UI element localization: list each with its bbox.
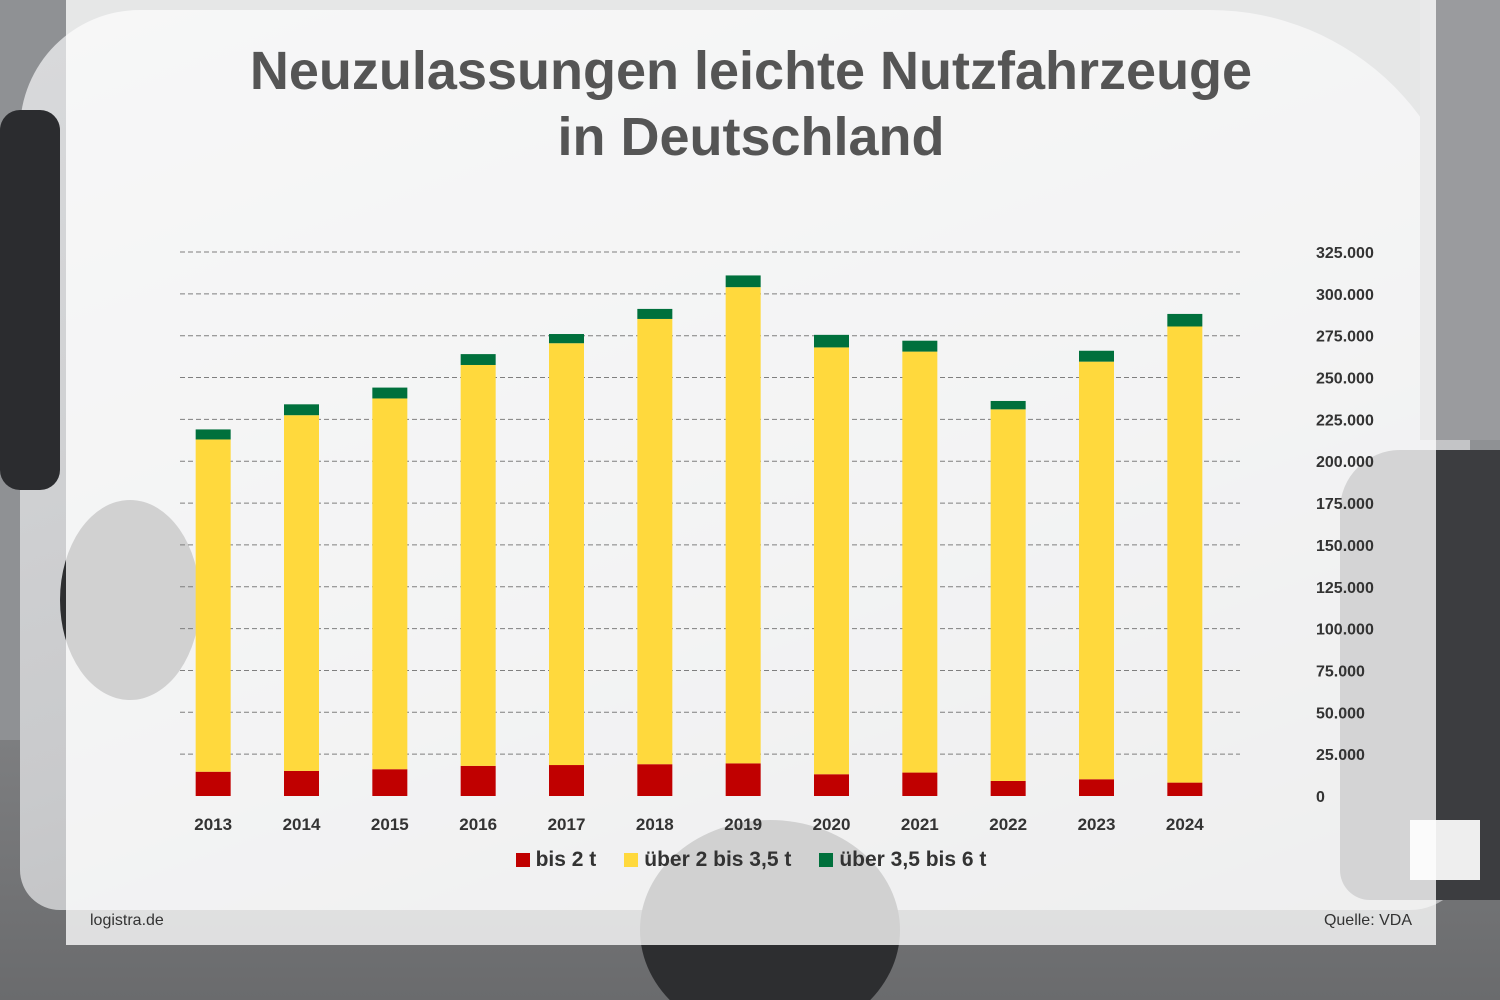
x-tick-label: 2015	[371, 815, 409, 834]
bar-segment-2015	[372, 387, 408, 399]
bar-segment-2022	[990, 400, 1026, 410]
bar-segment-2018	[637, 318, 673, 765]
legend-label: über 2 bis 3,5 t	[644, 848, 792, 871]
legend-label: über 3,5 bis 6 t	[839, 848, 987, 871]
title-line-1: Neuzulassungen leichte Nutzfahrzeuge	[249, 41, 1253, 101]
x-tick-label: 2018	[636, 815, 674, 834]
bar-segment-2023	[1079, 350, 1114, 362]
x-tick-label: 2016	[459, 815, 497, 834]
bar-segment-2013	[195, 771, 231, 796]
chart-panel: Neuzulassungen leichte Nutzfahrzeuge in …	[66, 0, 1436, 945]
bar-segment-2021	[902, 772, 938, 796]
chart-title: Neuzulassungen leichte Nutzfahrzeuge in …	[66, 38, 1436, 170]
bar-segment-2023	[1079, 779, 1114, 796]
bar-segment-2015	[372, 769, 408, 796]
legend-item-bis-2t: bis 2 t	[515, 848, 597, 872]
bar-segment-2013	[195, 439, 231, 772]
x-tick-label: 2013	[194, 815, 232, 834]
y-tick-label: 325.000	[1316, 245, 1374, 262]
bar-segment-2016	[460, 354, 496, 365]
bar-segment-2020	[814, 774, 849, 796]
x-tick-label: 2020	[813, 815, 851, 834]
bar-segment-2024	[1167, 313, 1203, 327]
x-tick-label: 2023	[1078, 815, 1116, 834]
y-tick-label: 75.000	[1316, 663, 1365, 680]
y-tick-label: 125.000	[1316, 580, 1374, 597]
legend-swatch-red	[515, 853, 530, 867]
bar-segment-2014	[284, 404, 319, 416]
bar-segment-2019	[725, 275, 761, 288]
legend: bis 2 t über 2 bis 3,5 t über 3,5 bis 6 …	[66, 848, 1436, 872]
bar-segment-2017	[549, 343, 584, 766]
bar-segment-2019	[725, 763, 761, 796]
y-tick-label: 175.000	[1316, 496, 1374, 513]
y-tick-label: 250.000	[1316, 371, 1374, 388]
x-tick-label: 2024	[1166, 815, 1204, 834]
bar-segment-2013	[195, 429, 231, 440]
bar-segment-2021	[902, 340, 938, 352]
bar-segment-2014	[284, 770, 319, 796]
y-tick-label: 150.000	[1316, 538, 1374, 555]
bar-segment-2022	[990, 780, 1026, 796]
y-tick-label: 225.000	[1316, 412, 1374, 429]
van-window	[0, 110, 60, 490]
x-tick-label: 2017	[548, 815, 586, 834]
bar-segment-2017	[549, 765, 584, 796]
bar-segment-2019	[725, 287, 761, 764]
legend-item-2-3-5t: über 2 bis 3,5 t	[624, 848, 791, 872]
bar-segment-2017	[549, 334, 584, 344]
bar-chart: 0 25.000 50.000 75.000 100.000 125.000 150.000…	[180, 245, 1374, 834]
y-tick-label: 200.000	[1316, 454, 1374, 471]
legend-swatch-yellow	[624, 853, 639, 867]
bar-segment-2018	[637, 308, 673, 319]
bar-segment-2021	[902, 351, 938, 773]
bar-segment-2024	[1167, 782, 1203, 796]
bar-segment-2016	[460, 364, 496, 766]
title-line-2: in Deutschland	[557, 107, 945, 167]
bar-segment-2016	[460, 765, 496, 796]
footer-source: Quelle: VDA	[1323, 912, 1412, 929]
bar-segment-2020	[814, 347, 849, 775]
x-tick-label: 2022	[989, 815, 1027, 834]
bar-segment-2022	[990, 409, 1026, 781]
legend-item-3-5-6t: über 3,5 bis 6 t	[819, 848, 986, 872]
legend-label: bis 2 t	[535, 848, 597, 871]
bar-segment-2024	[1167, 326, 1203, 783]
legend-swatch-green	[819, 853, 834, 867]
y-tick-label: 25.000	[1316, 747, 1365, 764]
bar-segment-2014	[284, 415, 319, 771]
y-tick-label: 275.000	[1316, 329, 1374, 346]
y-tick-label: 0	[1316, 789, 1325, 806]
bar-segment-2018	[637, 764, 673, 796]
y-tick-label: 100.000	[1316, 622, 1374, 639]
x-tick-label: 2019	[724, 815, 762, 834]
y-tick-label: 50.000	[1316, 705, 1365, 722]
x-tick-label: 2021	[901, 815, 939, 834]
bar-segment-2015	[372, 398, 408, 770]
bar-segment-2023	[1079, 361, 1114, 780]
x-tick-label: 2014	[283, 815, 321, 834]
footer-brand: logistra.de	[90, 912, 164, 929]
bar-segment-2020	[814, 334, 849, 348]
y-tick-label: 300.000	[1316, 287, 1374, 304]
